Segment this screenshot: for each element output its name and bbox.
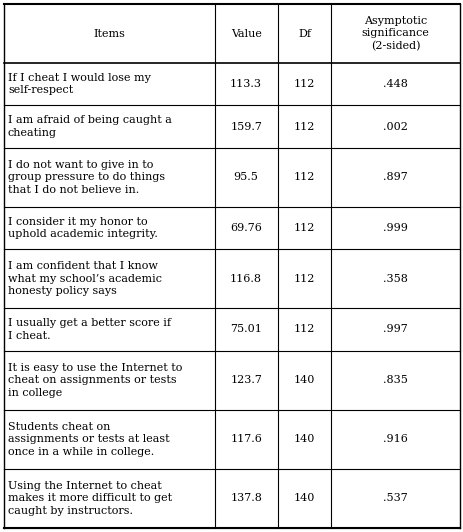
Text: 95.5: 95.5 bbox=[233, 172, 258, 182]
Text: .448: .448 bbox=[382, 79, 407, 89]
Text: Items: Items bbox=[93, 29, 125, 38]
Text: 159.7: 159.7 bbox=[230, 122, 262, 131]
Text: I consider it my honor to
uphold academic integrity.: I consider it my honor to uphold academi… bbox=[8, 217, 157, 239]
Text: .897: .897 bbox=[382, 172, 407, 182]
Text: If I cheat I would lose my
self-respect: If I cheat I would lose my self-respect bbox=[8, 73, 150, 95]
Text: Value: Value bbox=[230, 29, 261, 38]
Text: Using the Internet to cheat
makes it more difficult to get
caught by instructors: Using the Internet to cheat makes it mor… bbox=[8, 481, 172, 516]
Text: .997: .997 bbox=[382, 325, 407, 335]
Text: I am confident that I know
what my school’s academic
honesty policy says: I am confident that I know what my schoo… bbox=[8, 261, 162, 296]
Text: 123.7: 123.7 bbox=[230, 375, 262, 385]
Text: .916: .916 bbox=[382, 434, 407, 444]
Text: Asymptotic
significance
(2-sided): Asymptotic significance (2-sided) bbox=[361, 16, 429, 51]
Text: I do not want to give in to
group pressure to do things
that I do not believe in: I do not want to give in to group pressu… bbox=[8, 160, 165, 195]
Text: 112: 112 bbox=[293, 79, 314, 89]
Text: 112: 112 bbox=[293, 223, 314, 233]
Text: Df: Df bbox=[297, 29, 310, 38]
Text: 116.8: 116.8 bbox=[230, 274, 262, 284]
Text: 140: 140 bbox=[293, 434, 314, 444]
Text: .358: .358 bbox=[382, 274, 407, 284]
Text: 75.01: 75.01 bbox=[230, 325, 262, 335]
Text: .002: .002 bbox=[382, 122, 407, 131]
Text: I usually get a better score if
I cheat.: I usually get a better score if I cheat. bbox=[8, 318, 171, 340]
Text: I am afraid of being caught a
cheating: I am afraid of being caught a cheating bbox=[8, 115, 171, 138]
Text: .537: .537 bbox=[382, 494, 407, 503]
Text: 140: 140 bbox=[293, 375, 314, 385]
Text: 112: 112 bbox=[293, 122, 314, 131]
Text: .835: .835 bbox=[382, 375, 407, 385]
Text: 113.3: 113.3 bbox=[230, 79, 262, 89]
Text: 137.8: 137.8 bbox=[230, 494, 262, 503]
Text: 112: 112 bbox=[293, 274, 314, 284]
Text: 112: 112 bbox=[293, 172, 314, 182]
Text: 140: 140 bbox=[293, 494, 314, 503]
Text: 69.76: 69.76 bbox=[230, 223, 262, 233]
Text: It is easy to use the Internet to
cheat on assignments or tests
in college: It is easy to use the Internet to cheat … bbox=[8, 363, 182, 397]
Text: 117.6: 117.6 bbox=[230, 434, 262, 444]
Text: Students cheat on
assignments or tests at least
once in a while in college.: Students cheat on assignments or tests a… bbox=[8, 422, 169, 456]
Text: 112: 112 bbox=[293, 325, 314, 335]
Text: .999: .999 bbox=[382, 223, 407, 233]
